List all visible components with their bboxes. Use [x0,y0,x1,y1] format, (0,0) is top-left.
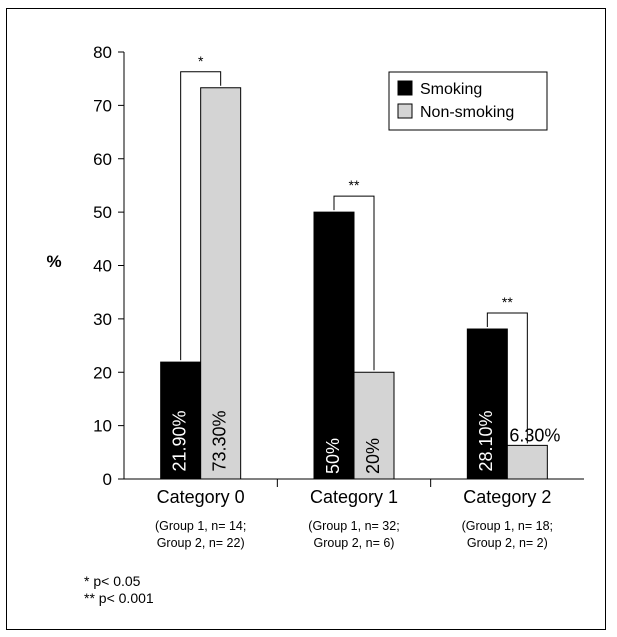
x-category-note: Group 2, n= 6) [314,536,395,550]
bar-data-label: 21.90% [169,410,189,471]
x-category-note: (Group 1, n= 32; [308,519,399,533]
bar [200,87,242,480]
chart-frame [6,8,606,630]
y-tick-label: 0 [103,470,112,489]
y-tick-label: 20 [93,363,112,382]
legend-swatch [397,80,413,96]
y-tick-label: 40 [93,257,112,276]
y-axis-label: % [46,252,61,271]
y-tick-label: 60 [93,150,112,169]
legend-entry: Non-smoking [420,104,514,121]
bar-data-label: 73.30% [209,410,229,471]
footnote-1: * p< 0.05 [84,573,141,589]
y-axis-ticks: 0 10 20 30 40 50 60 70 80 [93,43,124,489]
y-tick-label: 30 [93,310,112,329]
y-tick-label: 80 [93,43,112,62]
significance-brackets: ***** [180,53,528,444]
x-category-label: Category 2 [463,487,551,507]
legend: Smoking Non-smoking [388,71,548,131]
y-tick-label: 70 [93,96,112,115]
significance-bracket [486,312,528,444]
bars: 21.90% 73.30% 50% 20% 28.10% 6.30% [160,87,560,480]
x-category-note: (Group 1, n= 14; [155,519,246,533]
y-tick-label: 50 [93,203,112,222]
significance-bracket [333,195,375,371]
bar-data-label: 20% [363,438,383,474]
x-axis-labels: Category 0 (Group 1, n= 14; Group 2, n= 22… [155,479,553,550]
bar-data-label: 6.30% [509,425,560,445]
x-category-label: Category 0 [157,487,245,507]
bar-data-label: 28.10% [476,410,496,471]
footnote-2: ** p< 0.001 [84,590,154,606]
x-category-note: Group 2, n= 2) [467,536,548,550]
x-category-note: Group 2, n= 22) [157,536,245,550]
x-category-note: (Group 1, n= 18; [462,519,553,533]
bar [160,361,202,480]
bar [466,328,508,480]
significance-marker: * [198,53,204,69]
bar [353,371,395,480]
bar [313,211,355,480]
bar-data-label: 50% [323,438,343,474]
legend-box [388,71,548,131]
legend-swatch [397,103,413,119]
footnotes: * p< 0.05 ** p< 0.001 [84,573,154,607]
legend-entry: Smoking [420,81,482,98]
y-tick-label: 10 [93,417,112,436]
x-category-label: Category 1 [310,487,398,507]
significance-bracket [180,71,222,361]
significance-marker: ** [349,177,360,193]
bar [506,444,548,480]
significance-marker: ** [502,294,513,310]
